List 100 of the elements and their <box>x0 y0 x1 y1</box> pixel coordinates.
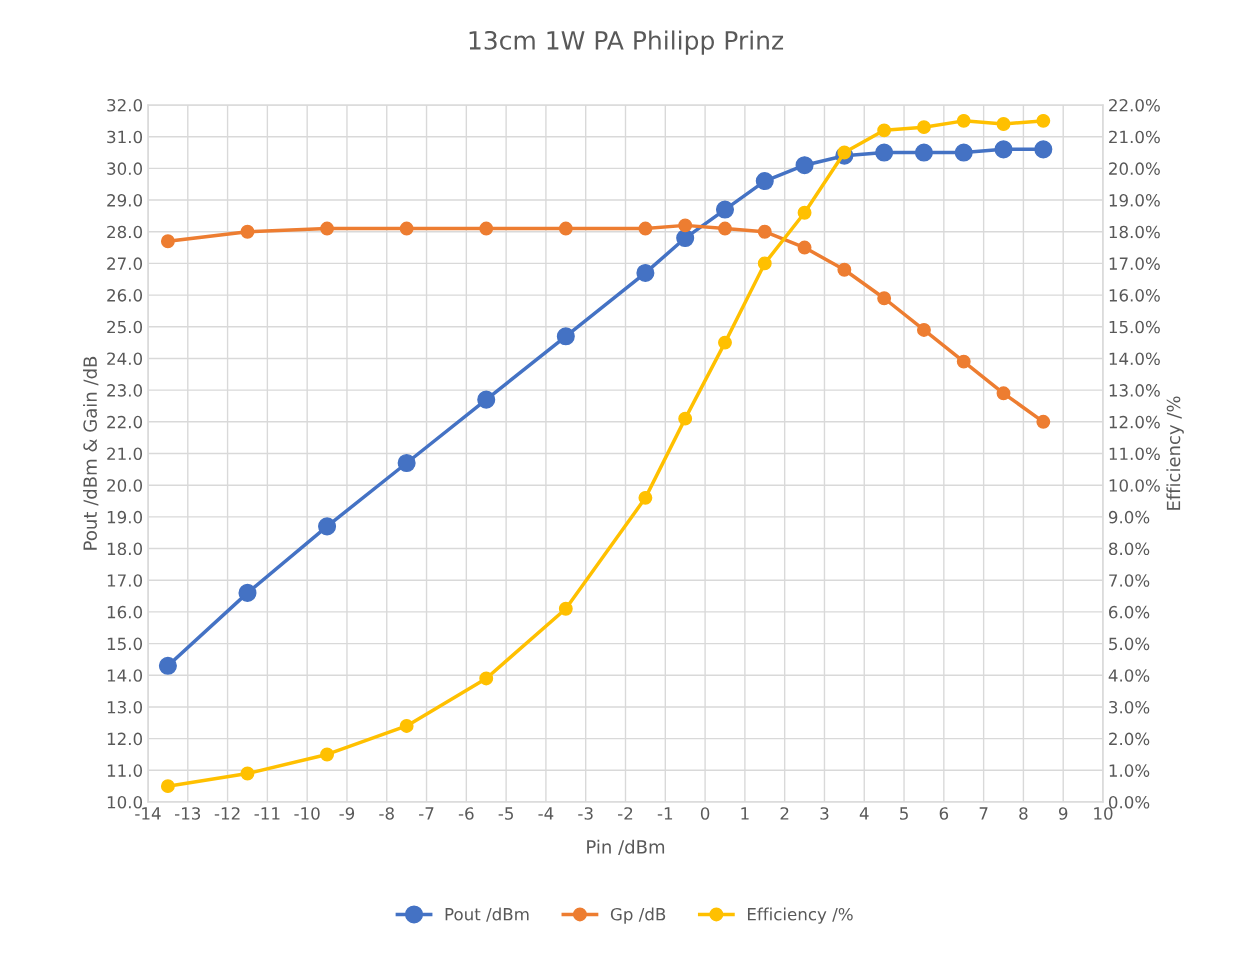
legend-label: Gp /dB <box>610 907 666 924</box>
point <box>757 256 772 271</box>
x-tick-label: -9 <box>339 807 355 820</box>
y2-tick-label: 14.0% <box>1109 352 1160 366</box>
point <box>238 583 257 602</box>
point <box>318 517 337 536</box>
point <box>715 200 735 219</box>
point <box>757 224 772 239</box>
y-tick-label: 25.0 <box>107 320 143 334</box>
x-tick-label: 0 <box>700 807 710 820</box>
point <box>718 221 732 236</box>
x-tick-label: 8 <box>1019 807 1028 820</box>
x-tick-label: 4 <box>859 807 869 820</box>
x-tick-label: -10 <box>294 807 320 820</box>
y-tick-label: 24.0 <box>107 352 143 366</box>
x-axis-title: Pin /dBm <box>587 839 665 856</box>
point <box>797 205 812 220</box>
point <box>994 140 1013 159</box>
x-tick-label: -8 <box>379 807 394 820</box>
y2-tick-label: 18.0% <box>1109 225 1160 239</box>
y-tick-label: 31.0 <box>107 130 143 144</box>
point <box>477 390 496 409</box>
x-tick-label: 10 <box>1094 807 1113 820</box>
y-tick-label: 22.0 <box>107 415 143 429</box>
point <box>479 671 494 686</box>
point <box>916 120 931 135</box>
y2-tick-label: 6.0% <box>1109 605 1150 619</box>
y2-tick-label: 7.0% <box>1109 574 1150 587</box>
point <box>1036 414 1051 429</box>
point <box>954 143 973 162</box>
y2-tick-label: 12.0% <box>1109 415 1160 429</box>
x-tick-label: -5 <box>498 807 513 820</box>
y-tick-label: 28.0 <box>107 225 143 239</box>
point <box>996 386 1011 401</box>
point <box>875 143 894 162</box>
point <box>877 291 892 306</box>
y-tick-label: 21.0 <box>107 447 143 461</box>
y-tick-label: 12.0 <box>107 732 143 746</box>
legend-label: Pout /dBm <box>445 907 529 922</box>
y2-tick-label: 4.0% <box>1108 669 1150 682</box>
y-tick-label: 18.0 <box>107 542 143 556</box>
y2-axis-title: Efficiency /% <box>1166 396 1184 510</box>
point <box>916 322 931 337</box>
point <box>240 766 255 781</box>
y2-tick-label: 20.0% <box>1109 162 1160 175</box>
point <box>718 335 732 350</box>
x-tick-label: -1 <box>657 807 673 820</box>
point <box>914 143 933 162</box>
y2-tick-label: 10.0% <box>1109 479 1160 492</box>
x-tick-label: -2 <box>618 807 633 820</box>
y2-tick-label: 17.0% <box>1109 257 1160 270</box>
y-tick-label: 11.0 <box>107 764 143 777</box>
y2-tick-label: 19.0% <box>1109 194 1160 207</box>
y2-tick-label: 5.0% <box>1109 637 1150 651</box>
point <box>240 224 255 239</box>
x-tick-label: 1 <box>741 807 749 820</box>
y-tick-label: 16.0 <box>107 605 143 619</box>
y-tick-label: 20.0 <box>107 479 143 492</box>
y-tick-label: 14.0 <box>107 669 143 682</box>
point <box>158 656 177 675</box>
y2-tick-label: 21.0% <box>1109 130 1160 144</box>
y2-tick-label: 15.0% <box>1109 320 1160 334</box>
point <box>795 156 814 175</box>
point <box>755 172 774 191</box>
point <box>797 240 812 255</box>
y2-tick-label: 8.0% <box>1108 542 1150 556</box>
x-tick-label: -6 <box>458 807 474 820</box>
y2-tick-label: 22.0% <box>1109 98 1160 112</box>
x-tick-label: 7 <box>979 807 988 820</box>
x-tick-label: -3 <box>578 807 593 820</box>
point <box>636 263 655 282</box>
y-tick-label: 27.0 <box>107 257 143 270</box>
y2-tick-label: 2.0% <box>1109 732 1150 746</box>
point <box>638 221 653 236</box>
point <box>956 113 971 128</box>
chart-title: 13cm 1W PA Philipp Prinz <box>469 30 784 55</box>
point <box>320 747 335 762</box>
point <box>678 411 693 426</box>
x-tick-label: -14 <box>135 807 161 820</box>
point <box>638 490 653 505</box>
point <box>556 327 575 346</box>
point <box>479 221 494 236</box>
point <box>676 229 695 248</box>
point <box>678 218 693 233</box>
y2-tick-label: 11.0% <box>1109 447 1160 461</box>
x-tick-label: 5 <box>900 807 908 820</box>
y-tick-label: 29.0 <box>107 194 143 207</box>
y2-tick-label: 3.0% <box>1109 700 1150 714</box>
y-axis-title: Pout /dBm & Gain /dB <box>83 356 99 550</box>
point <box>160 234 175 249</box>
point <box>397 453 416 473</box>
y-tick-label: 23.0 <box>107 384 143 397</box>
legend-label: Efficiency /% <box>747 907 853 924</box>
y-tick-label: 32.0 <box>107 98 143 112</box>
x-tick-label: -11 <box>254 807 280 820</box>
x-tick-label: -4 <box>538 807 554 820</box>
point <box>877 123 892 138</box>
point <box>558 221 573 236</box>
y2-tick-label: 13.0% <box>1109 384 1160 397</box>
x-tick-label: 6 <box>939 807 949 820</box>
